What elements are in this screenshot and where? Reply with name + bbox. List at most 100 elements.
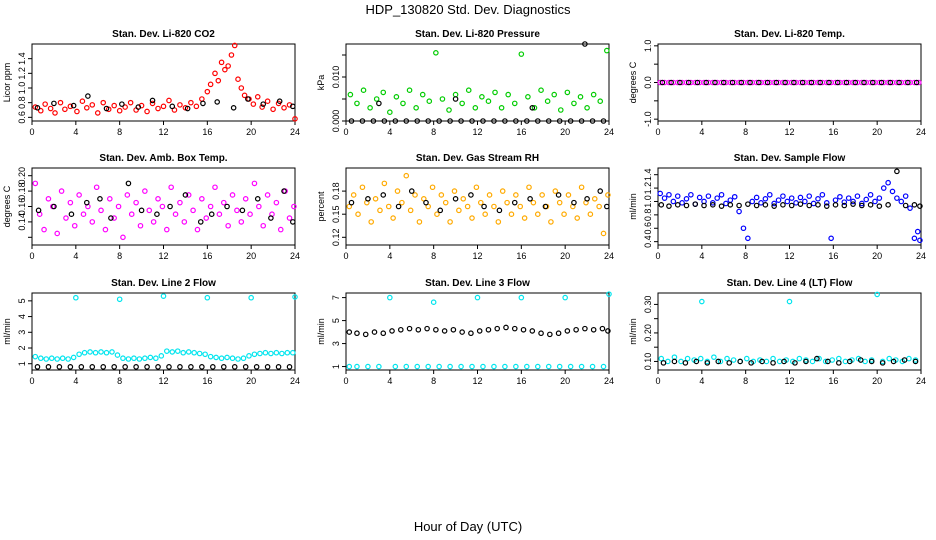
- data-point: [792, 360, 798, 366]
- data-point: [524, 118, 530, 124]
- data-point: [816, 355, 822, 362]
- data-point: [116, 107, 123, 114]
- data-point: [122, 104, 128, 110]
- data-point: [784, 198, 791, 205]
- data-point: [393, 94, 400, 100]
- data-point: [513, 118, 519, 124]
- x-tick-label: 12: [158, 376, 168, 386]
- data-point: [397, 326, 404, 333]
- data-point: [229, 192, 236, 198]
- x-tick-label: 0: [655, 376, 660, 386]
- data-point: [250, 101, 257, 107]
- data-point: [845, 195, 852, 201]
- data-point: [906, 355, 912, 362]
- data-point: [103, 105, 110, 112]
- data-point: [590, 91, 597, 98]
- data-point: [180, 349, 187, 356]
- data-point: [916, 79, 922, 86]
- data-point: [385, 203, 392, 210]
- data-point: [56, 364, 63, 370]
- data-point: [354, 330, 360, 337]
- data-point: [76, 192, 82, 198]
- x-tick-label: 8: [431, 376, 436, 386]
- data-point: [213, 354, 219, 361]
- data-point: [657, 190, 663, 197]
- data-point: [591, 196, 598, 202]
- data-point: [359, 118, 366, 124]
- data-point: [758, 200, 764, 206]
- x-tick-label: 20: [872, 251, 882, 261]
- data-point: [469, 118, 475, 124]
- panel-5: Stan. Dev. Gas Stream RH 0 4 8 12 16 20 24 0.12 0…: [316, 153, 614, 261]
- data-point: [268, 350, 274, 357]
- data-point: [496, 207, 503, 214]
- data-point: [582, 325, 588, 332]
- data-point: [74, 108, 80, 115]
- data-point: [122, 364, 128, 370]
- data-point: [41, 226, 47, 233]
- data-point: [854, 193, 861, 199]
- data-point: [387, 294, 393, 301]
- data-point: [556, 363, 563, 370]
- data-point: [231, 42, 238, 49]
- data-point: [726, 360, 733, 366]
- data-point: [372, 196, 379, 202]
- data-point: [270, 106, 276, 113]
- data-point: [518, 294, 525, 301]
- data-point: [880, 185, 887, 191]
- data-point: [567, 118, 574, 124]
- y-tick-label: 0.010: [331, 66, 341, 89]
- data-point: [45, 196, 52, 202]
- data-point: [172, 211, 179, 218]
- data-point: [797, 201, 804, 207]
- x-tick-label: 12: [472, 127, 482, 137]
- data-point: [290, 219, 296, 225]
- data-point: [93, 184, 100, 191]
- data-point: [238, 219, 245, 225]
- data-point: [377, 207, 383, 214]
- x-tick-label: 20: [246, 127, 256, 137]
- data-point: [771, 200, 777, 207]
- data-point: [390, 215, 396, 221]
- x-tick-label: 16: [828, 127, 838, 137]
- data-point: [275, 364, 282, 370]
- data-point: [253, 364, 260, 370]
- y-tick-label: 0.10: [643, 353, 653, 371]
- data-point: [191, 349, 197, 356]
- data-point: [730, 357, 737, 363]
- data-point: [678, 358, 684, 365]
- data-point: [556, 199, 563, 206]
- data-point: [837, 193, 843, 200]
- y-tick-label: 0.15: [331, 205, 341, 223]
- data-point: [747, 79, 753, 86]
- data-point: [859, 202, 865, 209]
- data-point: [177, 102, 183, 108]
- x-tick-label: 20: [872, 127, 882, 137]
- data-point: [425, 118, 431, 124]
- data-point: [370, 118, 377, 124]
- y-tick-label: 5: [331, 318, 341, 323]
- data-point: [841, 199, 848, 205]
- y-tick-label: 1: [331, 364, 341, 369]
- data-point: [290, 103, 296, 110]
- data-point: [212, 184, 218, 191]
- data-point: [671, 358, 678, 365]
- x-tick-label: 20: [246, 376, 256, 386]
- data-point: [521, 215, 528, 221]
- x-tick-label: 24: [916, 127, 926, 137]
- x-tick-label: 16: [202, 127, 212, 137]
- x-tick-label: 24: [604, 127, 614, 137]
- data-point: [381, 180, 388, 187]
- data-point: [387, 109, 393, 116]
- data-point: [573, 326, 579, 333]
- data-point: [181, 219, 188, 225]
- data-point: [469, 363, 475, 370]
- data-point: [67, 199, 74, 206]
- data-point: [185, 349, 192, 355]
- data-point: [251, 351, 258, 358]
- x-tick-label: 8: [117, 376, 122, 386]
- data-point: [520, 326, 527, 333]
- data-point: [220, 364, 227, 370]
- data-point: [709, 202, 716, 208]
- data-point: [423, 199, 429, 206]
